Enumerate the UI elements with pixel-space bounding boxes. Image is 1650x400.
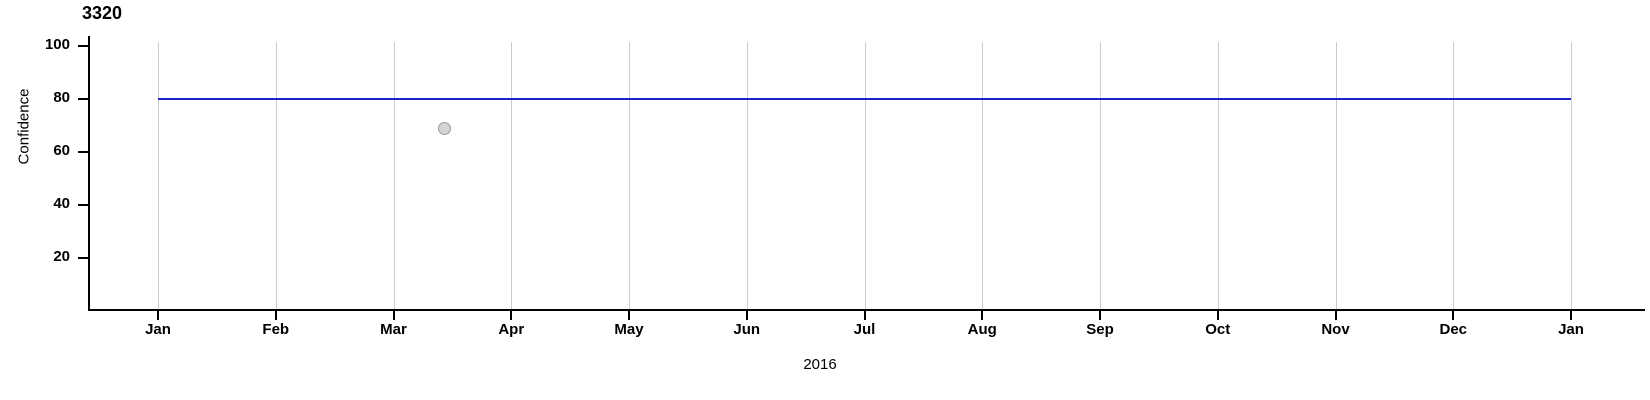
y-tick-label-80: 80 — [53, 89, 70, 106]
chart-title: 3320 — [82, 3, 123, 23]
y-tick-80 — [78, 98, 88, 100]
x-tick-4 — [628, 311, 630, 320]
x-tick-5 — [745, 311, 748, 320]
x-tick-2 — [392, 311, 395, 320]
x-tick-1 — [274, 311, 277, 320]
y-tick-60 — [78, 151, 88, 153]
y-axis-line — [88, 36, 90, 311]
x-tick-label-dec-11: Dec — [1439, 321, 1468, 338]
x-tick-11 — [1452, 311, 1455, 320]
y-tick-label-20: 20 — [53, 248, 70, 265]
x-tick-label-jul-6: Jul — [853, 321, 876, 338]
gridline-nov-10 — [1335, 42, 1337, 309]
x-tick-label-jan-12: Jan — [1558, 321, 1584, 338]
x-tick-label-jan-0: Jan — [145, 321, 171, 338]
x-tick-10 — [1334, 311, 1337, 320]
x-tick-label-may-4: May — [614, 321, 644, 338]
x-axis-label: 2016 — [803, 356, 837, 373]
x-tick-7 — [981, 311, 984, 320]
x-axis-line — [88, 309, 1645, 311]
x-tick-label-aug-7: Aug — [967, 321, 997, 338]
y-tick-40 — [78, 204, 88, 206]
x-tick-label-apr-3: Apr — [498, 321, 525, 338]
x-tick-label-mar-2: Mar — [380, 321, 407, 338]
gridline-jun-5 — [746, 42, 748, 309]
y-tick-label-40: 40 — [53, 195, 70, 212]
gridline-oct-9 — [1217, 42, 1219, 309]
x-tick-12 — [1570, 311, 1572, 320]
x-tick-6 — [863, 311, 866, 320]
data-point-0[interactable] — [437, 121, 451, 135]
x-axis-label-wrap: 2016 — [0, 356, 1650, 373]
x-tick-label-oct-9: Oct — [1205, 321, 1231, 338]
x-tick-8 — [1099, 311, 1101, 320]
gridline-mar-2 — [393, 42, 395, 309]
x-tick-label-nov-10: Nov — [1321, 321, 1350, 338]
y-axis-label: Confidence — [15, 88, 33, 165]
gridline-jul-6 — [864, 42, 866, 309]
y-tick-label-100: 100 — [44, 36, 70, 53]
gridline-aug-7 — [982, 42, 984, 309]
x-tick-label-jun-5: Jun — [733, 321, 761, 338]
x-tick-0 — [157, 311, 159, 320]
x-tick-9 — [1216, 311, 1219, 320]
x-tick-label-sep-8: Sep — [1086, 321, 1114, 338]
y-tick-100 — [78, 45, 88, 47]
gridline-feb-1 — [275, 42, 277, 309]
gridline-dec-11 — [1453, 42, 1455, 309]
x-tick-3 — [510, 311, 513, 320]
y-tick-label-60: 60 — [53, 142, 70, 159]
gridline-jan-0 — [158, 42, 159, 309]
gridline-jan-12 — [1571, 42, 1572, 309]
gridline-apr-3 — [511, 42, 513, 309]
y-tick-20 — [78, 257, 88, 259]
x-tick-label-feb-1: Feb — [262, 321, 290, 338]
series-line-threshold — [158, 98, 1571, 100]
gridline-may-4 — [629, 42, 630, 309]
gridline-sep-8 — [1100, 42, 1101, 309]
